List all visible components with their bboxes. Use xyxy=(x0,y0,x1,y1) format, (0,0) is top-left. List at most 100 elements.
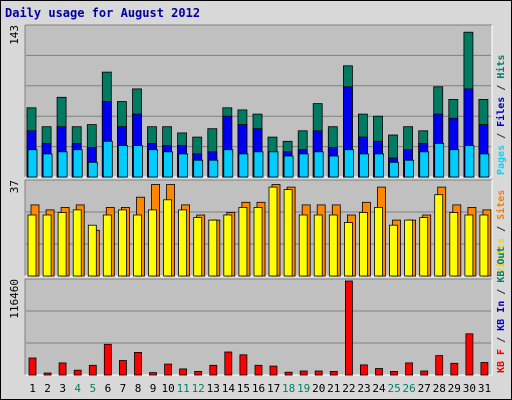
series-visits xyxy=(27,186,489,277)
bar xyxy=(253,206,263,277)
x-tick-label: 26 xyxy=(402,382,415,395)
bar xyxy=(102,214,112,277)
chart-title: Daily usage for August 2012 xyxy=(5,6,200,20)
x-tick-label: 31 xyxy=(478,382,491,395)
bar xyxy=(118,209,127,277)
bar xyxy=(268,151,279,178)
bar xyxy=(28,357,37,376)
legend: KB F / KB In / KB Out xyxy=(496,247,507,373)
bar xyxy=(479,153,490,178)
bar xyxy=(178,209,188,277)
y-max-label: 116460 xyxy=(8,279,21,319)
x-tick-label: 13 xyxy=(207,382,220,395)
x-tick-label: 5 xyxy=(89,382,96,395)
panel-kbf_kbin_kbout: 116460 KB F / KB In / KB Out xyxy=(8,247,507,376)
bar xyxy=(283,155,294,178)
bar xyxy=(133,214,142,277)
bar xyxy=(419,217,429,277)
bar xyxy=(238,206,248,277)
legend-item: / xyxy=(496,79,507,97)
x-tick-label: 23 xyxy=(357,382,370,395)
bar xyxy=(313,151,324,178)
bar xyxy=(239,354,248,376)
y-max-label: 37 xyxy=(8,180,21,193)
legend-item: / xyxy=(496,331,507,349)
bar xyxy=(178,153,189,178)
bar xyxy=(73,369,82,376)
legend-item: Sites xyxy=(495,190,507,220)
bar xyxy=(42,153,53,178)
bar xyxy=(374,153,384,178)
x-tick-label: 17 xyxy=(267,382,280,395)
legend-item: / xyxy=(496,127,507,145)
x-tick-label: 19 xyxy=(297,382,310,395)
bar xyxy=(43,372,52,376)
bar xyxy=(208,159,219,178)
bar xyxy=(193,159,204,178)
bar xyxy=(298,153,309,178)
legend: Pages / Files / Hits xyxy=(495,55,507,175)
bar xyxy=(57,151,68,178)
bar xyxy=(329,370,338,376)
bar xyxy=(404,159,415,178)
bar xyxy=(435,355,444,376)
x-tick-label: 15 xyxy=(237,382,250,395)
bar xyxy=(299,370,308,376)
bar xyxy=(88,364,97,376)
legend-item: / xyxy=(496,283,507,301)
bar xyxy=(238,153,249,178)
x-tick-label: 7 xyxy=(120,382,127,395)
bar xyxy=(375,368,383,376)
x-tick-label: 24 xyxy=(372,382,386,395)
bar xyxy=(268,186,278,277)
x-tick-label: 21 xyxy=(327,382,340,395)
bar xyxy=(374,206,383,277)
bar xyxy=(223,214,233,277)
bar xyxy=(328,155,339,178)
x-tick-label: 8 xyxy=(135,382,142,395)
x-tick-label: 25 xyxy=(387,382,400,395)
x-tick-label: 18 xyxy=(282,382,295,395)
bar xyxy=(27,214,37,277)
x-tick-label: 16 xyxy=(252,382,265,395)
x-tick-label: 10 xyxy=(161,382,174,395)
bar xyxy=(284,371,293,376)
bar xyxy=(134,351,142,376)
bar xyxy=(358,212,368,277)
bar xyxy=(254,364,263,376)
bar xyxy=(269,365,278,376)
bar xyxy=(118,145,128,178)
bar xyxy=(465,333,474,376)
legend-item: KB F xyxy=(496,349,507,373)
bar xyxy=(253,151,264,178)
panel-pages_files_hits: 143 Pages / Files / Hits xyxy=(8,24,507,178)
x-tick-label: 22 xyxy=(342,382,355,395)
legend-item: Visits xyxy=(495,238,507,274)
bar xyxy=(344,280,353,376)
series-kb-f xyxy=(28,280,489,376)
y-max-label: 143 xyxy=(8,25,21,45)
legend-item: KB Out xyxy=(496,247,507,283)
x-tick-label: 3 xyxy=(59,382,66,395)
x-tick-label: 9 xyxy=(150,382,157,395)
x-tick-label: 14 xyxy=(222,382,236,395)
x-tick-label: 12 xyxy=(192,382,205,395)
bar xyxy=(359,364,368,376)
legend-item: Files xyxy=(495,97,507,127)
series-pages xyxy=(27,140,490,178)
bar xyxy=(224,351,233,376)
bar xyxy=(389,224,398,277)
bar xyxy=(103,343,112,376)
bar xyxy=(479,214,489,277)
bar xyxy=(194,370,203,376)
x-tick-label: 27 xyxy=(418,382,431,395)
legend: Visits / Sites xyxy=(495,190,507,274)
bar xyxy=(404,219,414,277)
bar xyxy=(298,214,308,277)
bar xyxy=(464,214,474,277)
bar xyxy=(420,370,429,376)
bar xyxy=(328,214,338,277)
bar xyxy=(72,209,82,277)
x-tick-label: 29 xyxy=(448,382,461,395)
